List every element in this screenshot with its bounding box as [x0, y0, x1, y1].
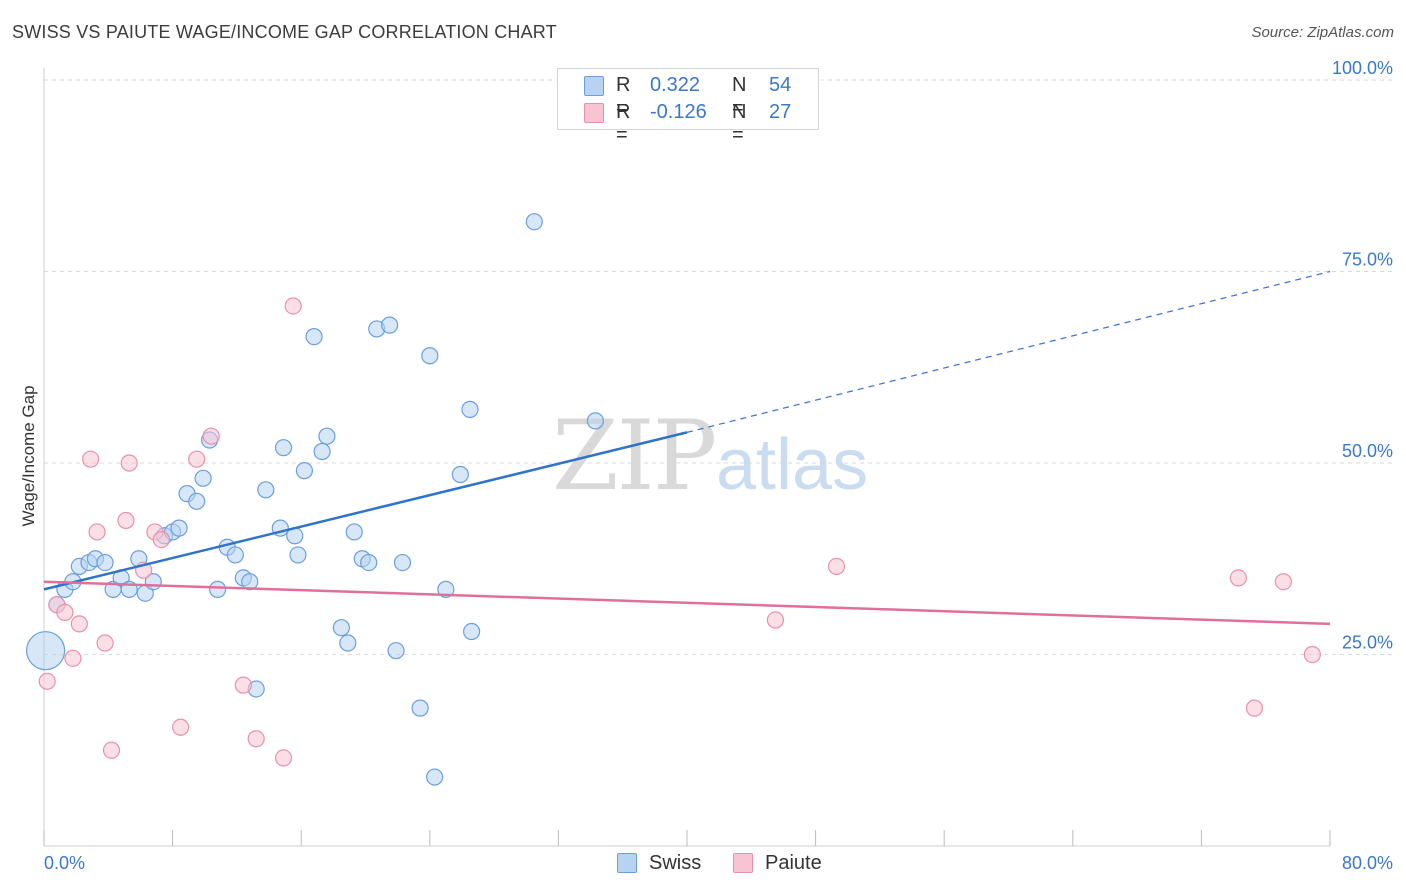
swiss-point: [209, 580, 227, 598]
y-tick-label: 75.0%: [1342, 250, 1393, 270]
paiute-point: [120, 454, 138, 472]
paiute-point: [82, 450, 100, 468]
swiss-point: [339, 634, 357, 652]
swiss-point: [96, 553, 114, 572]
swiss-point: [194, 469, 212, 487]
paiute-point: [234, 676, 252, 694]
swiss-point: [586, 412, 604, 430]
swiss-point: [411, 699, 429, 717]
paiute-trend-line: [43, 580, 1331, 626]
legend-n-value: 54: [769, 74, 792, 96]
swiss-point: [462, 622, 481, 641]
chart-title: SWISS VS PAIUTE WAGE/INCOME GAP CORRELAT…: [12, 22, 557, 42]
paiute-point: [1229, 569, 1247, 587]
swiss-point: [525, 213, 543, 231]
legend-n-label: N =: [732, 74, 747, 119]
paiute-swatch: [733, 853, 753, 873]
paiute-point: [1245, 699, 1264, 717]
paiute-point: [247, 730, 265, 748]
x-tick-label: 80.0%: [1342, 853, 1393, 873]
paiute-point: [96, 634, 114, 652]
swiss-point: [451, 465, 469, 484]
paiute-point: [88, 523, 106, 541]
y-tick-label: 50.0%: [1342, 441, 1393, 461]
paiute-point: [1274, 573, 1292, 591]
swiss-trend-line: [43, 431, 688, 591]
swiss-point: [393, 553, 412, 572]
paiute-point: [1303, 645, 1321, 664]
swiss-point: [345, 523, 363, 541]
y-tick-label: 25.0%: [1342, 633, 1393, 653]
swiss-point: [226, 546, 244, 564]
legend-r-value: -0.126: [650, 101, 707, 123]
legend-r-label: R =: [616, 101, 631, 146]
paiute-point: [202, 427, 220, 445]
swiss-point: [313, 442, 331, 461]
swiss-point: [305, 328, 323, 346]
paiute-point: [827, 557, 846, 576]
swiss-point: [26, 631, 66, 671]
swiss-swatch: [617, 853, 637, 873]
swiss-point: [257, 481, 275, 499]
legend-n-label: N =: [732, 101, 747, 146]
swiss-point: [188, 492, 206, 510]
swiss-point: [360, 553, 378, 572]
swiss-swatch: [584, 76, 604, 96]
watermark-zip: ZIP: [552, 400, 717, 512]
paiute-point: [56, 603, 74, 621]
swiss-point: [437, 580, 455, 598]
stats-legend: R = 0.322 N = 54 R = -0.126 N = 27: [557, 68, 819, 146]
swiss-point: [295, 462, 314, 480]
swiss-point: [332, 619, 350, 637]
swiss-trend-extension: [686, 270, 1331, 433]
swiss-point: [170, 519, 188, 537]
legend-n-value: 27: [769, 101, 792, 123]
paiute-point: [102, 741, 121, 759]
paiute-point: [117, 511, 135, 530]
y-axis-title: Wage/Income Gap: [19, 385, 38, 526]
swiss-point: [421, 347, 439, 365]
swiss-point: [241, 573, 259, 591]
paiute-point: [152, 530, 170, 549]
series-legend: Swiss Paiute: [0, 852, 1406, 878]
legend-r-value: 0.322: [650, 74, 701, 96]
watermark-atlas: atlas: [716, 425, 869, 505]
x-tick-label: 0.0%: [44, 853, 85, 873]
paiute-swatch: [584, 103, 604, 123]
swiss-point: [387, 642, 405, 660]
legend-label-swiss: Swiss: [649, 852, 702, 874]
paiute-point: [38, 672, 56, 690]
legend-r-label: R =: [616, 74, 631, 119]
paiute-point: [64, 649, 82, 667]
paiute-point: [274, 749, 293, 767]
swiss-point: [289, 546, 307, 564]
swiss-point: [381, 316, 399, 334]
paiute-point: [766, 611, 785, 629]
swiss-point: [318, 427, 336, 445]
swiss-point: [461, 400, 479, 418]
source-label: Source: ZipAtlas.com: [1251, 24, 1394, 41]
swiss-point: [426, 768, 444, 786]
paiute-point: [188, 450, 206, 468]
swiss-point: [274, 439, 293, 457]
paiute-point: [70, 615, 88, 633]
paiute-point: [172, 718, 190, 736]
legend-label-paiute: Paiute: [765, 852, 822, 874]
y-tick-label: 100.0%: [1332, 58, 1393, 78]
paiute-point: [284, 297, 302, 315]
